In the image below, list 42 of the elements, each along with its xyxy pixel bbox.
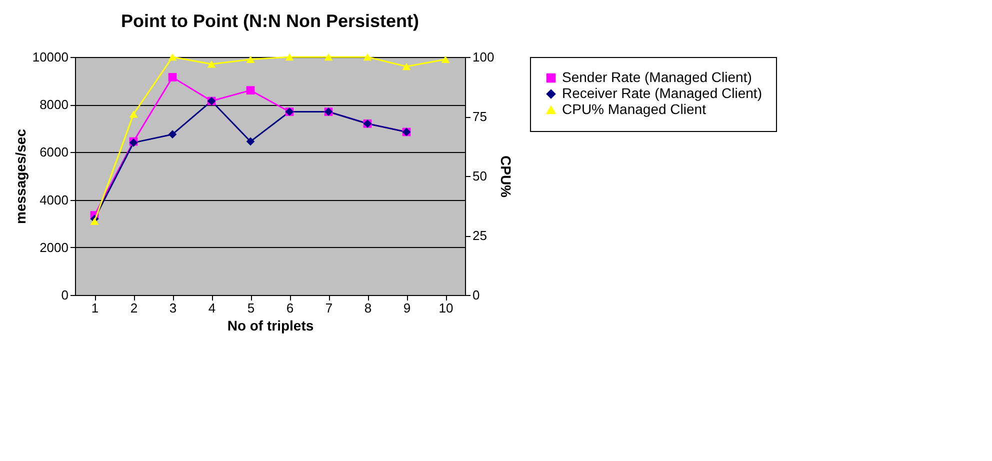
y-tick-label: 0 <box>61 288 68 302</box>
point <box>207 60 216 68</box>
y2-tick-label: 50 <box>472 168 487 184</box>
point <box>90 218 99 225</box>
point <box>168 130 177 139</box>
point <box>246 137 255 146</box>
y2-axis-title: CPU% <box>498 155 514 198</box>
point <box>168 53 177 61</box>
x-tick-label: 5 <box>247 300 255 316</box>
x-tick-label: 10 <box>438 300 454 316</box>
x-tick-label: 8 <box>364 300 372 316</box>
point <box>363 53 372 61</box>
y2-tick-label: 75 <box>472 109 487 124</box>
y2-tick-label: 100 <box>472 50 494 64</box>
point <box>129 110 138 118</box>
x-tick-label: 4 <box>208 300 216 316</box>
point <box>324 53 333 61</box>
point <box>285 53 294 61</box>
y-tick-label: 4000 <box>40 192 68 208</box>
point <box>402 62 411 70</box>
y2-tick-label: 25 <box>472 228 487 243</box>
x-tick-label: 7 <box>325 300 333 316</box>
y2-tick-label: 0 <box>472 288 480 302</box>
point <box>246 86 255 95</box>
x-tick-label: 6 <box>286 300 294 316</box>
x-axis-title: No of triplets <box>227 318 314 334</box>
legend-label: Sender Rate (Managed Client) <box>562 69 752 85</box>
y-tick-label: 8000 <box>40 97 68 112</box>
chart-title: Point to Point (N:N Non Persistent) <box>121 11 419 31</box>
y-tick-label: 10000 <box>32 50 68 64</box>
legend-label: Receiver Rate (Managed Client) <box>562 85 762 101</box>
x-tick-label: 3 <box>169 300 177 316</box>
point <box>246 56 255 64</box>
legend-label: CPU% Managed Client <box>562 101 706 117</box>
x-tick-label: 1 <box>91 300 99 316</box>
y-tick-label: 2000 <box>40 240 68 255</box>
point <box>168 73 177 82</box>
x-tick-label: 9 <box>403 300 411 316</box>
y-axis-title: messages/sec <box>12 128 28 224</box>
y-tick-label: 6000 <box>40 144 68 160</box>
x-tick-label: 2 <box>130 300 138 316</box>
point <box>441 56 450 64</box>
